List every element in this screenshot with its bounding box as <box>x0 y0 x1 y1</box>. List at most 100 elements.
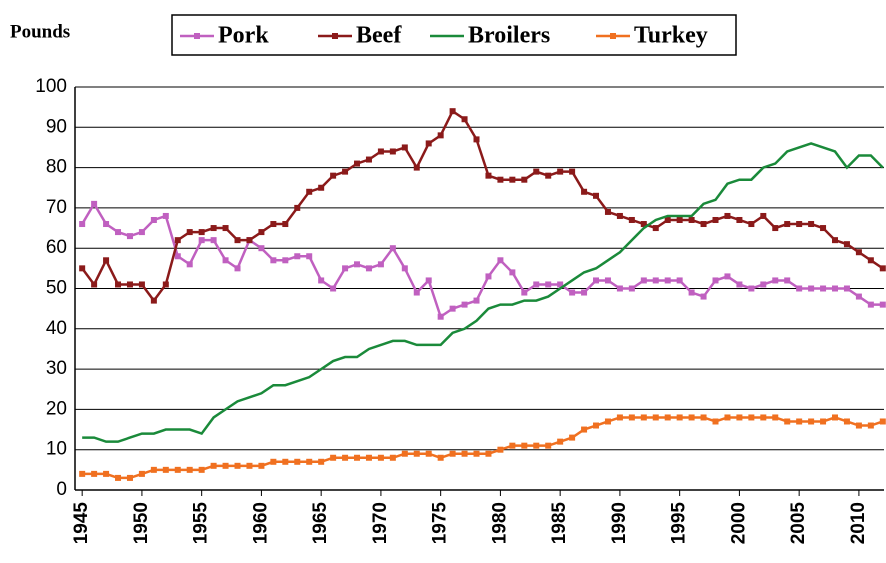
point <box>377 148 384 155</box>
point <box>306 458 313 465</box>
point <box>354 454 361 461</box>
point <box>413 164 420 171</box>
point <box>796 418 803 425</box>
point <box>688 216 695 223</box>
point <box>282 257 289 264</box>
x-tick-label: 1955 <box>191 502 212 545</box>
point <box>760 281 767 288</box>
point <box>162 212 169 219</box>
point <box>186 466 193 473</box>
point <box>258 245 265 252</box>
point <box>103 221 110 228</box>
y-axis-label: Pounds <box>10 21 70 42</box>
point <box>473 297 480 304</box>
point <box>843 285 850 292</box>
point <box>389 245 396 252</box>
point <box>79 470 86 477</box>
point <box>150 216 157 223</box>
point <box>401 144 408 151</box>
point <box>533 442 540 449</box>
y-tick-label: 40 <box>46 318 67 339</box>
legend-marker <box>194 33 200 39</box>
point <box>688 289 695 296</box>
point <box>198 229 205 236</box>
point <box>174 253 181 260</box>
point <box>760 414 767 421</box>
series-line <box>81 201 883 319</box>
point <box>509 176 516 183</box>
point <box>832 414 839 421</box>
point <box>198 237 205 244</box>
point <box>843 241 850 248</box>
point <box>485 273 492 280</box>
series-line <box>82 142 884 443</box>
x-tick-label: 1960 <box>250 502 271 544</box>
point <box>449 305 456 312</box>
point <box>509 269 516 276</box>
point <box>222 225 229 232</box>
point <box>569 168 576 175</box>
point <box>330 172 337 179</box>
point <box>533 281 540 288</box>
point <box>115 474 122 481</box>
point <box>389 454 396 461</box>
y-tick-label: 100 <box>35 76 67 97</box>
point <box>867 301 874 308</box>
point <box>676 277 683 284</box>
point <box>581 188 588 195</box>
point <box>318 458 325 465</box>
point <box>174 237 181 244</box>
point <box>640 414 647 421</box>
point <box>282 221 289 228</box>
point <box>150 466 157 473</box>
point <box>581 289 588 296</box>
point <box>186 229 193 236</box>
point <box>234 265 241 272</box>
x-tick-label: 2000 <box>728 502 749 544</box>
point <box>820 225 827 232</box>
point <box>377 261 384 268</box>
point <box>616 285 623 292</box>
y-tick-label: 10 <box>46 439 67 460</box>
point <box>425 140 432 147</box>
point <box>413 450 420 457</box>
legend-label: Broilers <box>468 23 550 49</box>
point <box>808 221 815 228</box>
point <box>509 442 516 449</box>
point <box>796 221 803 228</box>
legend-label: Pork <box>218 23 269 49</box>
x-tick-label: 1990 <box>609 502 630 544</box>
point <box>401 450 408 457</box>
point <box>521 176 528 183</box>
point <box>425 277 432 284</box>
point <box>365 156 372 163</box>
legend-marker <box>610 33 616 39</box>
point <box>401 265 408 272</box>
point <box>294 204 301 211</box>
point <box>461 116 468 123</box>
y-tick-label: 30 <box>46 358 67 379</box>
legend-marker <box>332 33 338 39</box>
point <box>616 212 623 219</box>
point <box>557 281 564 288</box>
point <box>593 422 600 429</box>
point <box>354 160 361 167</box>
point <box>91 281 98 288</box>
point <box>867 422 874 429</box>
point <box>485 172 492 179</box>
point <box>676 414 683 421</box>
y-tick-label: 0 <box>56 479 67 500</box>
point <box>461 450 468 457</box>
point <box>569 434 576 441</box>
point <box>294 458 301 465</box>
point <box>748 221 755 228</box>
y-tick-label: 80 <box>46 157 67 178</box>
point <box>604 277 611 284</box>
x-tick-label: 1975 <box>430 502 451 545</box>
x-tick-label: 2005 <box>788 502 809 545</box>
x-tick-label: 1965 <box>310 502 331 545</box>
point <box>700 293 707 300</box>
point <box>628 216 635 223</box>
point <box>270 221 277 228</box>
point <box>784 418 791 425</box>
